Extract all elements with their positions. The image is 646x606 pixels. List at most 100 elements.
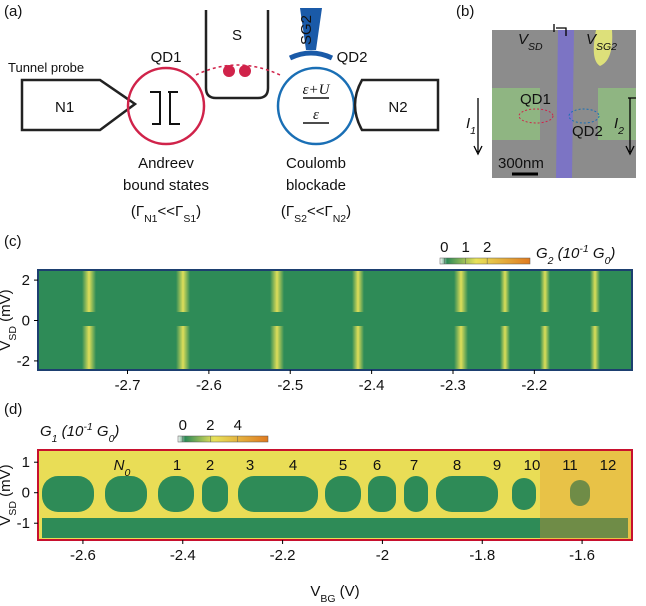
text-part: (mV) xyxy=(0,464,14,501)
text-part: N1 xyxy=(144,213,158,225)
text-part: (10 xyxy=(554,245,581,262)
charge-state: 5 xyxy=(339,457,347,474)
label: Tunnel probe xyxy=(8,60,84,75)
x-tick-label: -2.2 xyxy=(270,547,296,564)
colorbar-tick-label: 2 xyxy=(206,417,214,434)
charge-state: 12 xyxy=(600,457,617,474)
text-part: SD xyxy=(7,326,19,341)
text-part: S1 xyxy=(183,213,196,225)
y-tick-label: -1 xyxy=(17,515,30,532)
map-d-tail xyxy=(540,450,632,540)
lead-n1 xyxy=(22,80,135,130)
x-tick-label: -2.7 xyxy=(115,377,141,394)
electron xyxy=(239,65,251,77)
text-part: -1 xyxy=(579,243,588,255)
text-part: <<Γ xyxy=(158,203,184,220)
label: I1 xyxy=(466,115,476,137)
lead-s xyxy=(206,10,268,98)
charge-state: 3 xyxy=(246,457,254,474)
y-tick-label: 0 xyxy=(22,313,30,330)
x-tick-label: -1.8 xyxy=(469,547,495,564)
y-axis-label: VSD (mV) xyxy=(0,289,19,350)
y-tick-label: -2 xyxy=(17,353,30,370)
label: ε+U xyxy=(303,82,331,98)
dot-qd1 xyxy=(128,68,204,144)
map-d xyxy=(38,450,632,540)
colorbar-tick-label: 0 xyxy=(179,417,187,434)
panel-label: (b) xyxy=(456,3,474,20)
text-part: SD xyxy=(7,501,19,516)
x-tick-label: -2.2 xyxy=(521,377,547,394)
caption: blockade xyxy=(286,177,346,194)
text-part: S2 xyxy=(294,213,307,225)
map-c xyxy=(38,270,632,370)
text-part: ) xyxy=(346,203,351,220)
gap xyxy=(38,312,632,326)
colorbar-label: G2 (10-1 G0) xyxy=(536,243,615,267)
x-tick-label: -2 xyxy=(376,547,389,564)
y-tick-label: 0 xyxy=(22,485,30,502)
charge-state: 4 xyxy=(289,457,297,474)
charge-state: 10 xyxy=(524,457,541,474)
text-part: BG xyxy=(320,593,335,605)
text-part: G xyxy=(93,423,109,440)
x-tick-label: -2.6 xyxy=(196,377,222,394)
x-tick-label: -1.6 xyxy=(569,547,595,564)
charge-state: 1 xyxy=(173,457,181,474)
charge-state: 11 xyxy=(562,457,578,474)
colorbar xyxy=(178,436,268,442)
text-part: ) xyxy=(608,245,615,262)
gate-foot xyxy=(290,53,332,58)
text-part: 1 xyxy=(470,125,476,137)
panel-label: (d) xyxy=(4,401,22,418)
y-tick-label: 2 xyxy=(22,272,30,289)
label: QD1 xyxy=(520,91,551,108)
x-tick-label: -2.4 xyxy=(359,377,385,394)
text-part: ) xyxy=(196,203,201,220)
x-axis-label: VBG (V) xyxy=(310,583,359,605)
caption: (ΓN1<<ΓS1) xyxy=(131,203,201,225)
label: QD2 xyxy=(572,123,603,140)
text-part: (mV) xyxy=(0,289,14,326)
colorbar xyxy=(440,258,530,264)
panel-label: (a) xyxy=(4,3,22,20)
caption: bound states xyxy=(123,177,209,194)
colorbar-label: G1 (10-1 G0) xyxy=(40,421,119,445)
text-part: SD xyxy=(528,41,543,53)
colorbar-tick-label: 0 xyxy=(440,239,448,256)
text-part: V xyxy=(310,583,320,600)
text-part: G xyxy=(40,423,52,440)
y-axis-label: VSD (mV) xyxy=(0,464,19,525)
x-tick-label: -2.6 xyxy=(70,547,96,564)
text-part: -1 xyxy=(83,421,92,433)
label: 300nm xyxy=(498,155,544,172)
caption: Andreev xyxy=(138,155,194,172)
x-tick-label: -2.3 xyxy=(440,377,466,394)
label: N1 xyxy=(55,99,74,116)
charge-state: 6 xyxy=(373,457,381,474)
text-part: N2 xyxy=(333,213,347,225)
text-part: V xyxy=(0,516,14,526)
text-part: G xyxy=(589,245,605,262)
colorbar-tick-label: 1 xyxy=(462,239,470,256)
caption: (ΓS2<<ΓN2) xyxy=(281,203,351,225)
caption: Coulomb xyxy=(286,155,346,172)
label: S xyxy=(232,27,242,44)
colorbar-tick-label: 4 xyxy=(234,417,242,434)
text-part: 0 xyxy=(125,467,131,479)
electron xyxy=(223,65,235,77)
panel-label: (c) xyxy=(4,233,22,250)
sc-strip xyxy=(556,30,574,178)
text-part: (V) xyxy=(336,583,360,600)
text-part: N xyxy=(114,457,125,474)
text-part: 2 xyxy=(617,125,624,137)
label: N2 xyxy=(388,99,407,116)
charge-state: 2 xyxy=(206,457,214,474)
charge-state: 8 xyxy=(453,457,461,474)
figure: (a)Tunnel probeN1QD1SSG2QD2ε+UεN2Andreev… xyxy=(0,0,646,606)
text-part: (Γ xyxy=(281,203,294,220)
charge-state: 9 xyxy=(493,457,501,474)
text-part: (Γ xyxy=(131,203,144,220)
text-part: <<Γ xyxy=(307,203,333,220)
text-part: V xyxy=(0,341,14,351)
